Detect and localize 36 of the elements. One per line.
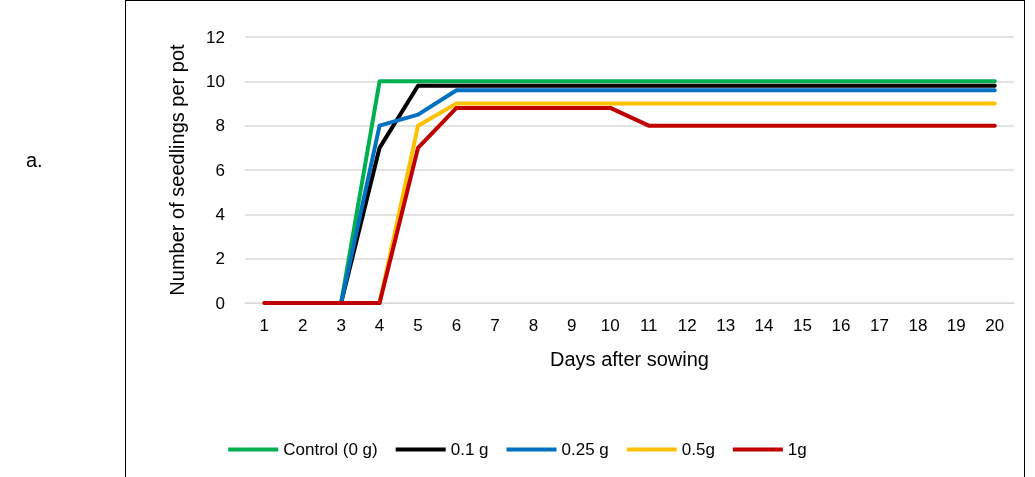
x-tick-label: 20 — [985, 316, 1005, 335]
y-tick-label: 8 — [215, 116, 225, 136]
legend-label: 1g — [787, 440, 807, 459]
x-tick-label: 17 — [869, 316, 889, 335]
x-tick-label: 13 — [716, 316, 736, 335]
x-tick-label: 18 — [908, 316, 928, 335]
x-tick-label: 9 — [567, 316, 577, 335]
legend-label: Control (0 g) — [283, 440, 378, 459]
legend-label: 0.5g — [681, 440, 715, 459]
x-tick-label: 5 — [413, 316, 423, 335]
x-tick-label: 7 — [490, 316, 500, 335]
x-tick-label: 4 — [374, 316, 385, 335]
y-tick-label: 12 — [206, 27, 225, 47]
legend-label: 0.25 g — [561, 440, 609, 459]
x-tick-label: 1 — [259, 316, 269, 335]
y-tick-label: 2 — [215, 249, 225, 269]
y-tick-label: 0 — [215, 293, 225, 313]
x-tick-label: 3 — [336, 316, 346, 335]
y-axis-title: Number of seedlings per pot — [166, 43, 188, 296]
x-tick-label: 14 — [754, 316, 774, 335]
x-tick-label: 15 — [793, 316, 812, 335]
text: a. — [26, 149, 43, 171]
x-tick-label: 19 — [946, 316, 966, 335]
line-series — [262, 105, 997, 305]
x-axis-title: Days after sowing — [550, 348, 709, 370]
legend-label: 0.1 g — [450, 440, 489, 459]
x-tick-label: 16 — [831, 316, 851, 335]
x-tick-label: 12 — [677, 316, 697, 335]
x-tick-label: 10 — [600, 316, 620, 335]
x-tick-label: 6 — [451, 316, 462, 335]
y-tick-label: 6 — [215, 160, 225, 180]
x-tick-label: 8 — [528, 316, 539, 335]
x-tick-label: 11 — [639, 316, 658, 335]
x-tick-label: 2 — [297, 316, 308, 335]
y-tick-label: 4 — [215, 204, 225, 224]
y-tick-label: 10 — [206, 71, 225, 91]
